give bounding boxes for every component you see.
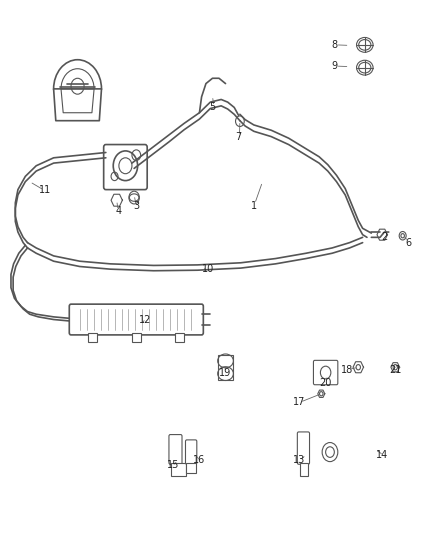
Text: 4: 4: [116, 206, 122, 216]
FancyBboxPatch shape: [185, 440, 197, 464]
Text: 13: 13: [293, 455, 306, 465]
Text: 2: 2: [381, 232, 388, 243]
Text: 20: 20: [319, 378, 332, 388]
FancyBboxPatch shape: [132, 333, 141, 342]
Text: 12: 12: [139, 314, 151, 325]
Text: 14: 14: [376, 450, 389, 460]
Text: 10: 10: [202, 264, 214, 274]
Text: 19: 19: [219, 368, 232, 377]
Text: 9: 9: [331, 61, 337, 71]
Text: 1: 1: [251, 200, 257, 211]
Text: 5: 5: [209, 102, 215, 112]
Text: 3: 3: [133, 200, 139, 211]
FancyBboxPatch shape: [218, 354, 233, 380]
FancyBboxPatch shape: [176, 333, 184, 342]
FancyBboxPatch shape: [104, 144, 147, 190]
Text: 7: 7: [236, 132, 242, 142]
Text: 16: 16: [193, 455, 205, 465]
FancyBboxPatch shape: [186, 463, 196, 473]
Text: 8: 8: [331, 40, 337, 50]
FancyBboxPatch shape: [69, 304, 203, 335]
FancyBboxPatch shape: [300, 463, 308, 476]
Text: 15: 15: [167, 461, 180, 470]
Text: 18: 18: [341, 365, 353, 375]
FancyBboxPatch shape: [314, 360, 338, 385]
FancyBboxPatch shape: [88, 333, 97, 342]
Text: 21: 21: [389, 365, 402, 375]
Text: 11: 11: [39, 184, 51, 195]
Text: 17: 17: [293, 397, 306, 407]
Text: 6: 6: [405, 238, 411, 248]
FancyBboxPatch shape: [297, 432, 310, 464]
FancyBboxPatch shape: [169, 434, 182, 464]
FancyBboxPatch shape: [171, 463, 186, 476]
